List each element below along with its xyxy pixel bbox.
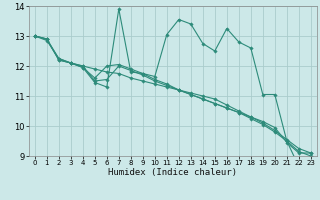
X-axis label: Humidex (Indice chaleur): Humidex (Indice chaleur) [108,168,237,177]
